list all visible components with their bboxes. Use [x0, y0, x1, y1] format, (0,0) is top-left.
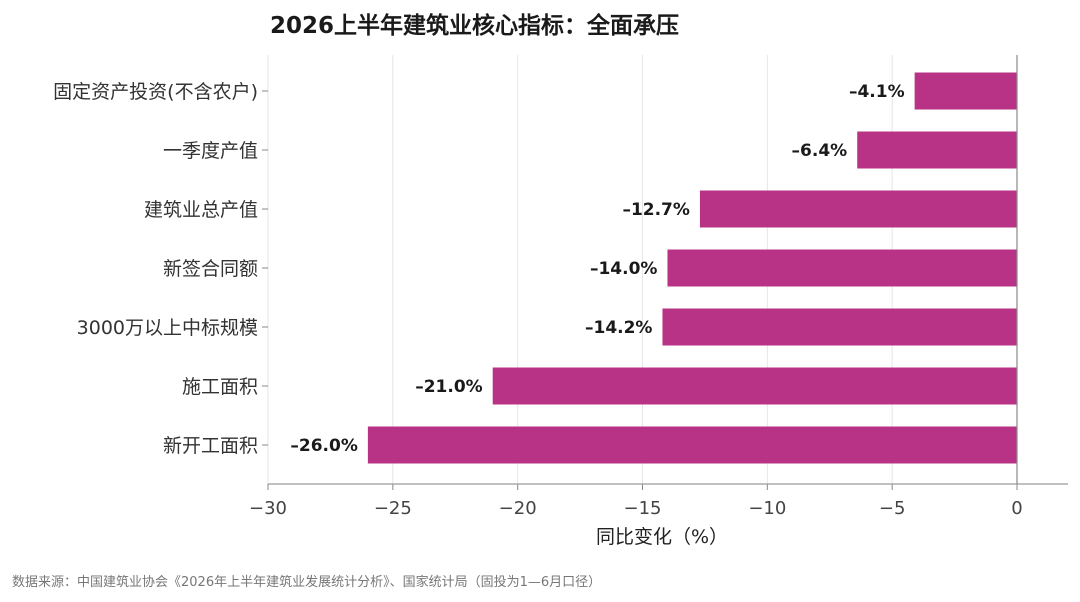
chart-title: 2026上半年建筑业核心指标：全面承压	[270, 12, 679, 39]
axes	[262, 55, 1068, 490]
category-label: 建筑业总产值	[144, 199, 258, 221]
category-label: 3000万以上中标规模	[77, 317, 258, 339]
bar	[667, 249, 1017, 287]
x-tick-label: 0	[1011, 498, 1022, 519]
category-label: 新开工面积	[163, 435, 258, 457]
bar	[367, 426, 1017, 464]
data-label: –26.0%	[290, 436, 357, 456]
x-tick-label: −30	[249, 498, 287, 519]
data-label: –6.4%	[792, 141, 848, 161]
data-label: –21.0%	[415, 377, 482, 397]
data-label: –12.7%	[622, 200, 689, 220]
data-labels: –4.1% –6.4% –12.7% –14.0% –14.2% –21.0% –26.0%	[290, 82, 904, 456]
x-tick-label: −10	[748, 498, 786, 519]
category-label: 新签合同额	[163, 258, 258, 280]
x-tick-label: −20	[499, 498, 537, 519]
x-tick-label: −25	[374, 498, 412, 519]
bars	[367, 72, 1017, 464]
category-label: 固定资产投资(不含农户)	[53, 81, 258, 103]
bar	[857, 131, 1017, 169]
bar	[662, 308, 1017, 346]
category-label: 施工面积	[182, 376, 258, 398]
bar	[492, 367, 1017, 405]
data-label: –14.0%	[590, 259, 657, 279]
data-label: –4.1%	[849, 82, 905, 102]
bar	[914, 72, 1017, 110]
bar	[699, 190, 1017, 228]
x-axis-title: 同比变化（%）	[596, 526, 728, 548]
x-tick-label: −5	[879, 498, 906, 519]
category-label: 一季度产值	[163, 140, 258, 162]
x-tick-label: −15	[624, 498, 662, 519]
source-note: 数据来源：中国建筑业协会《2026年上半年建筑业发展统计分析》、国家统计局（固投…	[12, 574, 601, 590]
x-tick-labels: −30 −25 −20 −15 −10 −5 0	[249, 498, 1023, 519]
data-label: –14.2%	[585, 318, 652, 338]
